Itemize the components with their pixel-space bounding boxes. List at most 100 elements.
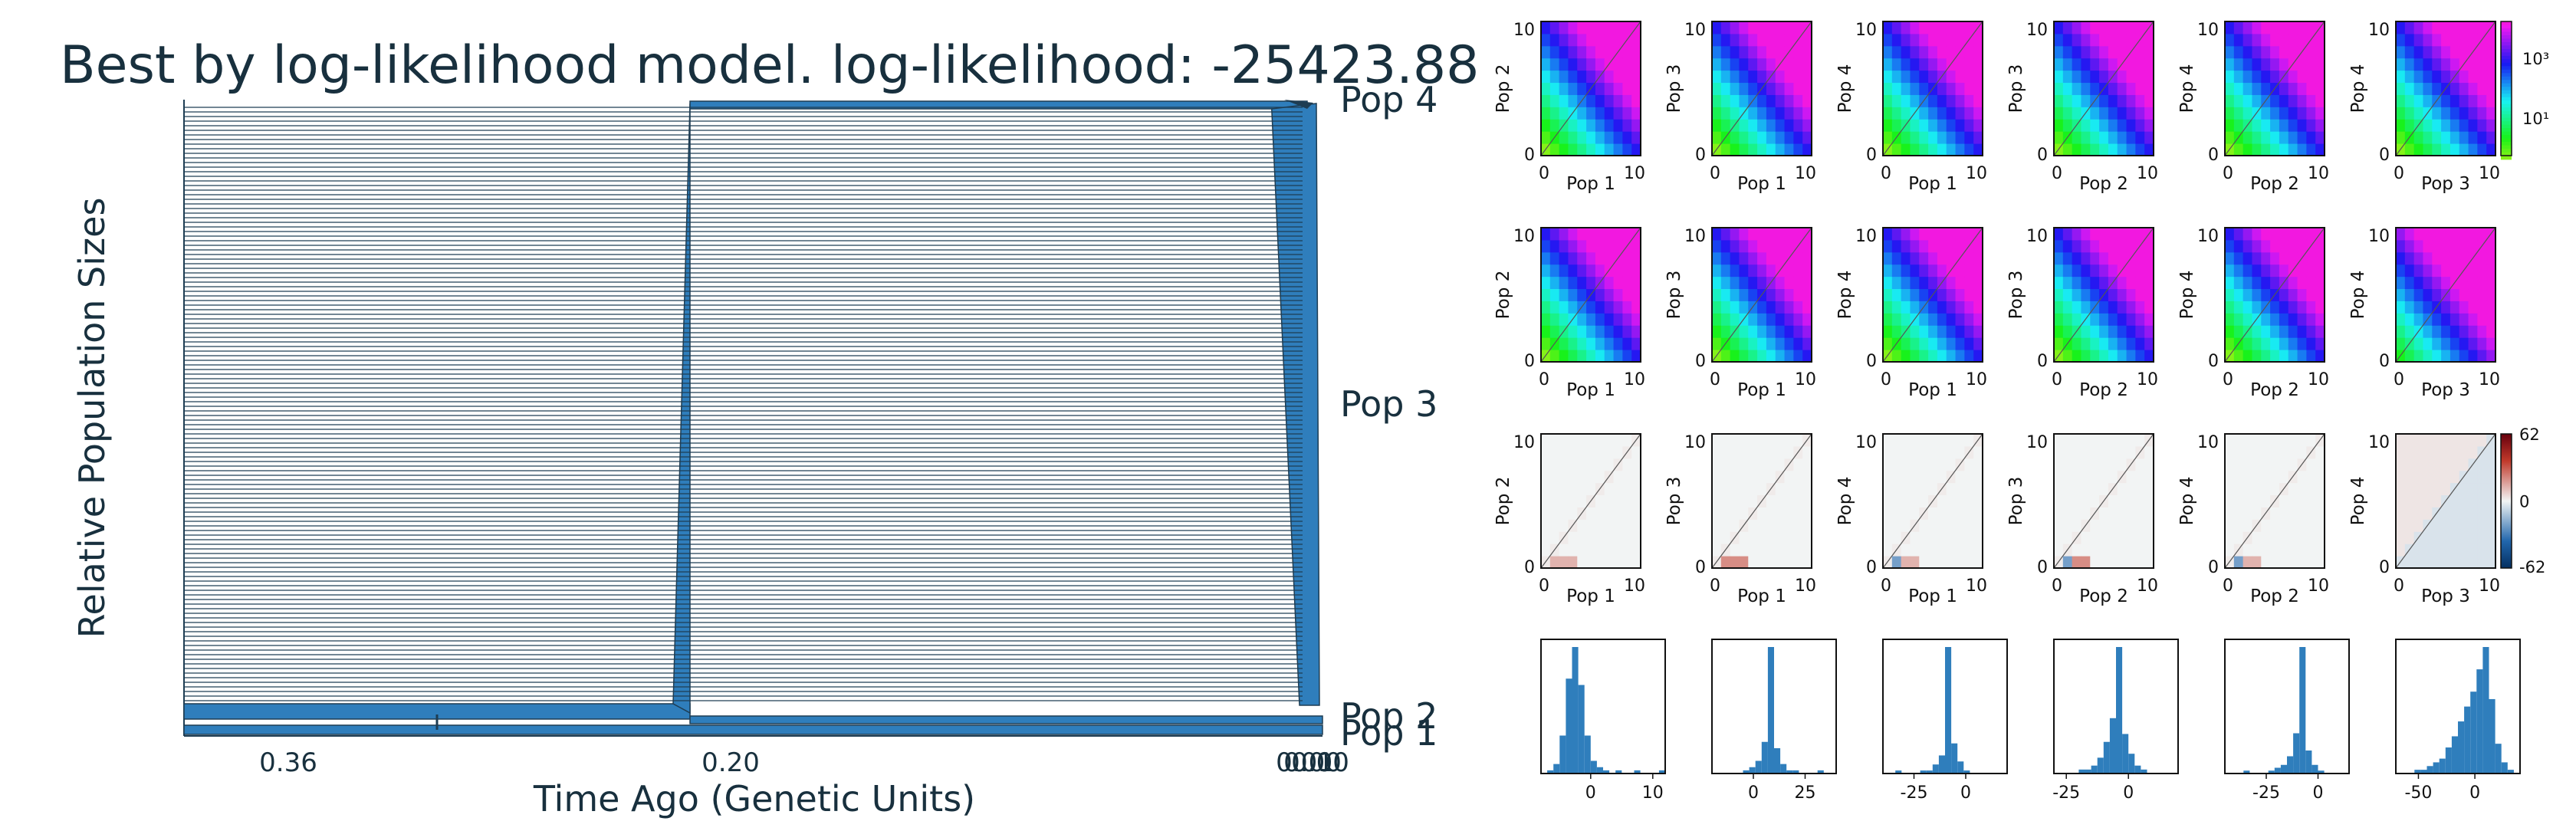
sfs-cell <box>1955 276 1965 290</box>
sfs-cell <box>2054 119 2064 132</box>
sfs-cell <box>1793 264 1803 278</box>
sfs-cell <box>1720 33 1731 47</box>
sfs-cell <box>1883 264 1893 278</box>
sfs-cell <box>2477 21 2487 34</box>
sfs-cell <box>2090 350 2100 363</box>
histogram-tick-label: 0 <box>1748 783 1759 803</box>
sfs-cell <box>1757 228 1767 241</box>
sfs-cell <box>1613 107 1623 120</box>
sfs-cell <box>2126 33 2136 47</box>
sfs-cell <box>1730 94 1740 107</box>
x-tick-label: 0 <box>2052 370 2062 389</box>
sfs-cell <box>2486 556 2496 569</box>
sfs-cell <box>2450 228 2460 241</box>
sfs-cell <box>2279 519 2289 532</box>
sfs-cell <box>2108 494 2118 507</box>
sfs-cell <box>2486 264 2496 278</box>
sfs-cell <box>1631 350 1641 363</box>
sfs-cell <box>2288 45 2298 59</box>
sfs-cell <box>2062 458 2073 471</box>
sfs-cell <box>2423 94 2433 107</box>
sfs-cell <box>1541 288 1551 301</box>
sfs-cell <box>1757 519 1767 532</box>
sfs-cell <box>1595 337 1605 350</box>
sfs-cell <box>1559 544 1569 557</box>
sfs-cell <box>2306 301 2316 314</box>
sfs-cell <box>1883 82 1893 95</box>
y-axis-label: Pop 2 <box>1493 64 1513 113</box>
sfs-cell <box>2225 434 2235 447</box>
sfs-cell <box>1586 21 1596 34</box>
sfs-cell <box>1577 519 1587 532</box>
sfs-cell <box>1595 119 1605 132</box>
x-axis-label: Pop 1 <box>1908 380 1957 400</box>
sfs-cell <box>2117 239 2128 253</box>
sfs-cell <box>2288 556 2298 569</box>
sfs-cell <box>1784 470 1794 484</box>
sfs-cell <box>1595 94 1605 107</box>
sfs-cell <box>1802 519 1812 532</box>
sfs-cell <box>1568 57 1578 71</box>
sfs-cell <box>2423 301 2433 314</box>
sfs-cell <box>1793 143 1803 156</box>
sfs-cell <box>1937 21 1947 34</box>
sfs-cell <box>1910 556 1920 569</box>
sfs-cell <box>2413 239 2423 253</box>
sfs-cell <box>2306 519 2316 532</box>
sfs-cell <box>1901 276 1911 290</box>
sfs-cell <box>1802 470 1812 484</box>
sfs-cell <box>1568 482 1578 496</box>
sfs-cell <box>2252 507 2262 520</box>
sfs-cell <box>2126 507 2136 520</box>
sfs-cell <box>2270 531 2280 544</box>
sfs-cell <box>2261 494 2271 507</box>
sfs-cell <box>1802 531 1812 544</box>
sfs-cell <box>1712 313 1722 326</box>
sfs-cell <box>2144 337 2154 350</box>
sfs-cell <box>2090 251 2100 265</box>
sfs-cell <box>1613 239 1623 253</box>
sfs-cell <box>1891 445 1902 459</box>
sfs-frame <box>2053 21 2154 156</box>
sfs-cell <box>1955 143 1965 156</box>
sfs-cell <box>1757 458 1767 471</box>
x-axis-label: Pop 1 <box>1908 174 1957 194</box>
sfs-cell <box>2099 70 2109 84</box>
sfs-cell <box>1910 45 1920 59</box>
sfs-frame <box>1711 21 1812 156</box>
sfs-cell <box>2441 556 2451 569</box>
sfs-cell <box>2144 239 2154 253</box>
sfs-cell <box>2459 507 2469 520</box>
colorbar-log-segment <box>2501 59 2512 64</box>
sfs-cell <box>1720 82 1731 95</box>
sfs-cell <box>2072 70 2082 84</box>
sfs-cell <box>2233 94 2244 107</box>
sfs-cell <box>2315 251 2325 265</box>
sfs-cell <box>2432 119 2442 132</box>
colorbar-log-segment <box>2501 41 2512 47</box>
sfs-cell <box>2279 556 2289 569</box>
sfs-cell <box>1720 57 1731 71</box>
sfs-cell <box>1946 458 1957 471</box>
sfs-cell <box>1577 70 1587 84</box>
sfs-cell <box>2233 45 2244 59</box>
sfs-cell <box>1586 337 1596 350</box>
sfs-cell <box>2252 57 2262 71</box>
sfs-cell <box>1748 482 1758 496</box>
sfs-cell <box>2108 556 2118 569</box>
sfs-cell <box>1937 239 1947 253</box>
sfs-cell <box>2459 445 2469 459</box>
sfs-cell <box>2117 94 2128 107</box>
sfs-cell <box>2054 107 2064 120</box>
sfs-cell <box>1586 301 1596 314</box>
sfs-cell <box>2413 301 2423 314</box>
sfs-cell <box>1928 445 1938 459</box>
sfs-cell <box>2090 143 2100 156</box>
sfs-cell <box>2441 143 2451 156</box>
sfs-cell <box>1568 494 1578 507</box>
sfs-cell <box>1919 482 1929 496</box>
sfs-cell <box>1712 494 1722 507</box>
sfs-cell <box>2270 239 2280 253</box>
sfs-cell <box>2279 531 2289 544</box>
